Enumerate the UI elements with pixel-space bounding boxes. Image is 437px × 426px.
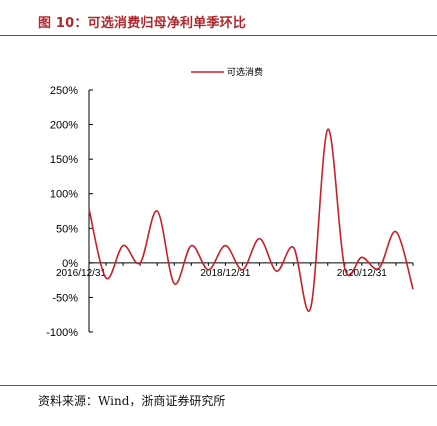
data-point — [241, 269, 243, 271]
data-point — [207, 269, 209, 271]
y-tick-label: 200% — [50, 120, 78, 132]
source-rule — [0, 385, 437, 386]
data-point — [275, 270, 277, 272]
data-point — [292, 246, 294, 248]
x-tick-label: 2016/12/31 — [56, 268, 106, 279]
legend: 可选消费 — [191, 66, 263, 78]
data-point — [361, 256, 363, 258]
y-tick-label: 250% — [50, 85, 78, 97]
y-axis: 250% 200% 150% 100% 50% 0% -50% -100% — [46, 85, 93, 339]
x-tick-label: 2020/12/31 — [337, 268, 387, 279]
figure-title: 图 10：可选消费归母净利单季环比 — [38, 16, 247, 31]
data-point — [105, 277, 107, 279]
data-point — [122, 244, 124, 246]
data-point — [309, 307, 311, 309]
data-point — [344, 267, 346, 269]
data-point — [173, 282, 175, 284]
y-tick-label: 0% — [62, 258, 78, 270]
data-point — [258, 237, 260, 239]
x-tick-label: 2018/12/31 — [200, 268, 250, 279]
series-layer — [88, 128, 414, 312]
figure-title-row: 图 10：可选消费归母净利单季环比 — [0, 0, 437, 36]
title-rule — [0, 35, 437, 36]
data-point — [224, 244, 226, 246]
y-tick-label: 150% — [50, 154, 78, 166]
legend-label: 可选消费 — [227, 66, 263, 78]
data-point — [139, 262, 141, 264]
y-tick-label: -100% — [46, 327, 78, 339]
y-tick-label: -50% — [52, 292, 78, 304]
data-point — [378, 267, 380, 269]
data-point — [156, 210, 158, 212]
data-point — [327, 128, 329, 130]
data-point — [395, 231, 397, 233]
y-tick-label: 100% — [50, 189, 78, 201]
data-point — [412, 288, 414, 290]
x-axis: 2016/12/31 2018/12/31 2020/12/31 — [56, 262, 414, 279]
y-tick-label: 50% — [56, 223, 78, 235]
data-point — [190, 244, 192, 246]
data-point — [88, 208, 90, 210]
series-line-kexuan-xiaofei — [88, 128, 414, 312]
source-note: 资料来源：Wind，浙商证券研究所 — [38, 394, 226, 408]
